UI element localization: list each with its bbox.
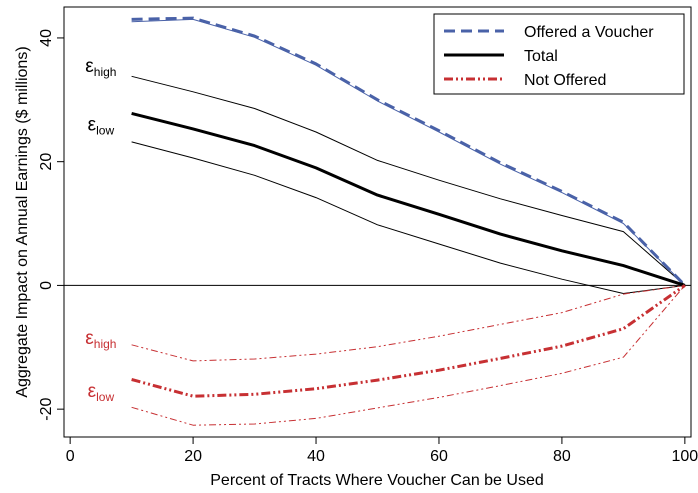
x-tick-label: 40	[307, 448, 325, 465]
legend-label-offered: Offered a Voucher	[524, 24, 654, 41]
epsilon-low-label: εlow	[88, 381, 115, 404]
legend: Offered a Voucher Total Not Offered	[433, 13, 685, 95]
series-line-notoffered_low	[131, 285, 686, 426]
epsilon-low-label: εlow	[88, 115, 115, 138]
series-line-total_high	[131, 75, 686, 286]
x-tick-label: 60	[430, 448, 448, 465]
legend-box	[433, 13, 685, 95]
y-tick-label: 0	[38, 281, 55, 290]
x-tick-label: 100	[672, 448, 698, 465]
x-tick-label: 0	[66, 448, 75, 465]
y-tick-label: 20	[38, 153, 55, 171]
epsilon-high-label: εhigh	[85, 56, 116, 79]
series-line-notoffered_high	[131, 284, 685, 362]
y-tick-label: -20	[38, 397, 55, 420]
epsilon-high-label: εhigh	[85, 328, 116, 351]
series-layer	[131, 16, 686, 426]
series-line-notoffered	[131, 284, 686, 398]
y-axis-title: Aggregate Impact on Annual Earnings ($ m…	[14, 46, 31, 397]
y-axis: -20 0 20 40	[38, 29, 64, 421]
x-axis: 0 20 40 60 80 100	[66, 437, 698, 465]
series-line-total	[131, 111, 686, 287]
series-line-offered	[131, 16, 686, 287]
y-tick-label: 40	[38, 29, 55, 47]
x-tick-label: 80	[553, 448, 571, 465]
series-line-total_low	[131, 141, 685, 294]
annotations: εhigh εlow εhigh εlow	[85, 56, 116, 404]
plot-frame	[63, 6, 692, 438]
legend-label-total: Total	[524, 48, 558, 65]
x-axis-title: Percent of Tracts Where Voucher Can be U…	[210, 472, 544, 489]
legend-label-notoffered: Not Offered	[524, 72, 606, 89]
x-tick-label: 20	[184, 448, 202, 465]
